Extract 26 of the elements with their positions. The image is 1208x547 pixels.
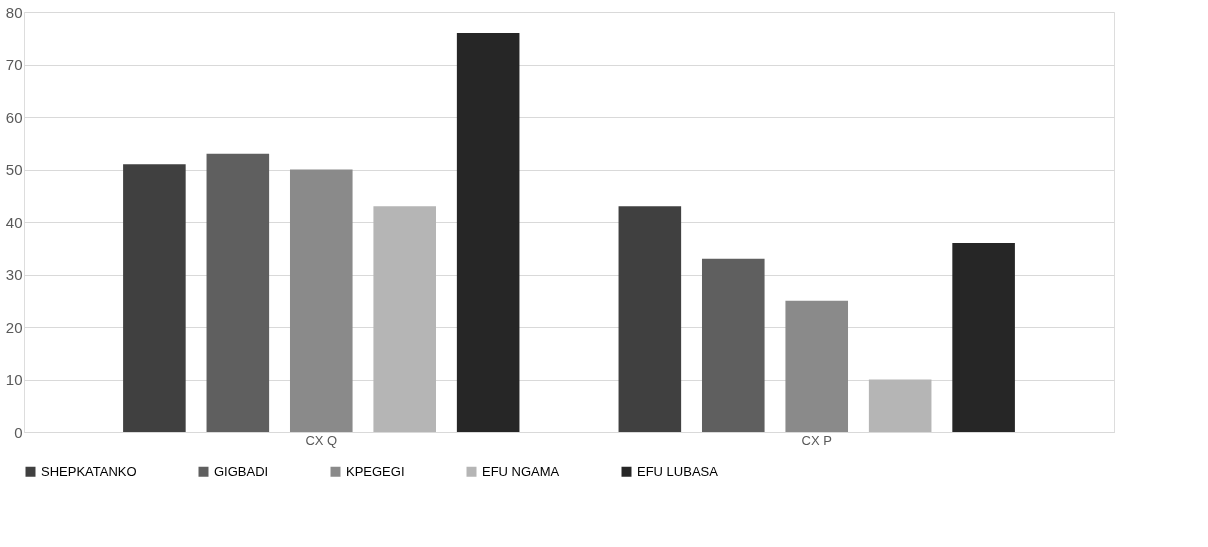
y-tick-label: 20 (5, 318, 23, 336)
bar (123, 164, 186, 432)
bar (952, 243, 1015, 432)
bar (785, 300, 849, 432)
x-tick-label: CX Q (305, 432, 338, 448)
y-tick-label: 10 (5, 371, 23, 388)
y-tick-label: 50 (5, 161, 23, 178)
y-tick-label: 80 (5, 3, 23, 21)
y-tick-label: 0 (14, 423, 23, 441)
legend-label: GIGBADI (214, 463, 269, 479)
bar (373, 206, 437, 432)
legend-label: SHEPKATANKO (41, 463, 137, 479)
bar (206, 153, 270, 432)
bar (868, 379, 932, 432)
y-tick-label: 40 (5, 213, 23, 231)
y-tick-label: 70 (5, 56, 23, 73)
legend-label: KPEGEGI (346, 463, 405, 479)
bar (289, 169, 353, 432)
bar (456, 33, 520, 432)
bar (618, 206, 682, 432)
legend-label: EFU NGAMA (482, 463, 560, 479)
y-tick-label: 30 (5, 266, 23, 283)
bar (701, 258, 765, 432)
x-tick-label: CX P (801, 432, 832, 448)
y-tick-label: 60 (5, 108, 23, 126)
legend-label: EFU LUBASA (637, 463, 719, 479)
